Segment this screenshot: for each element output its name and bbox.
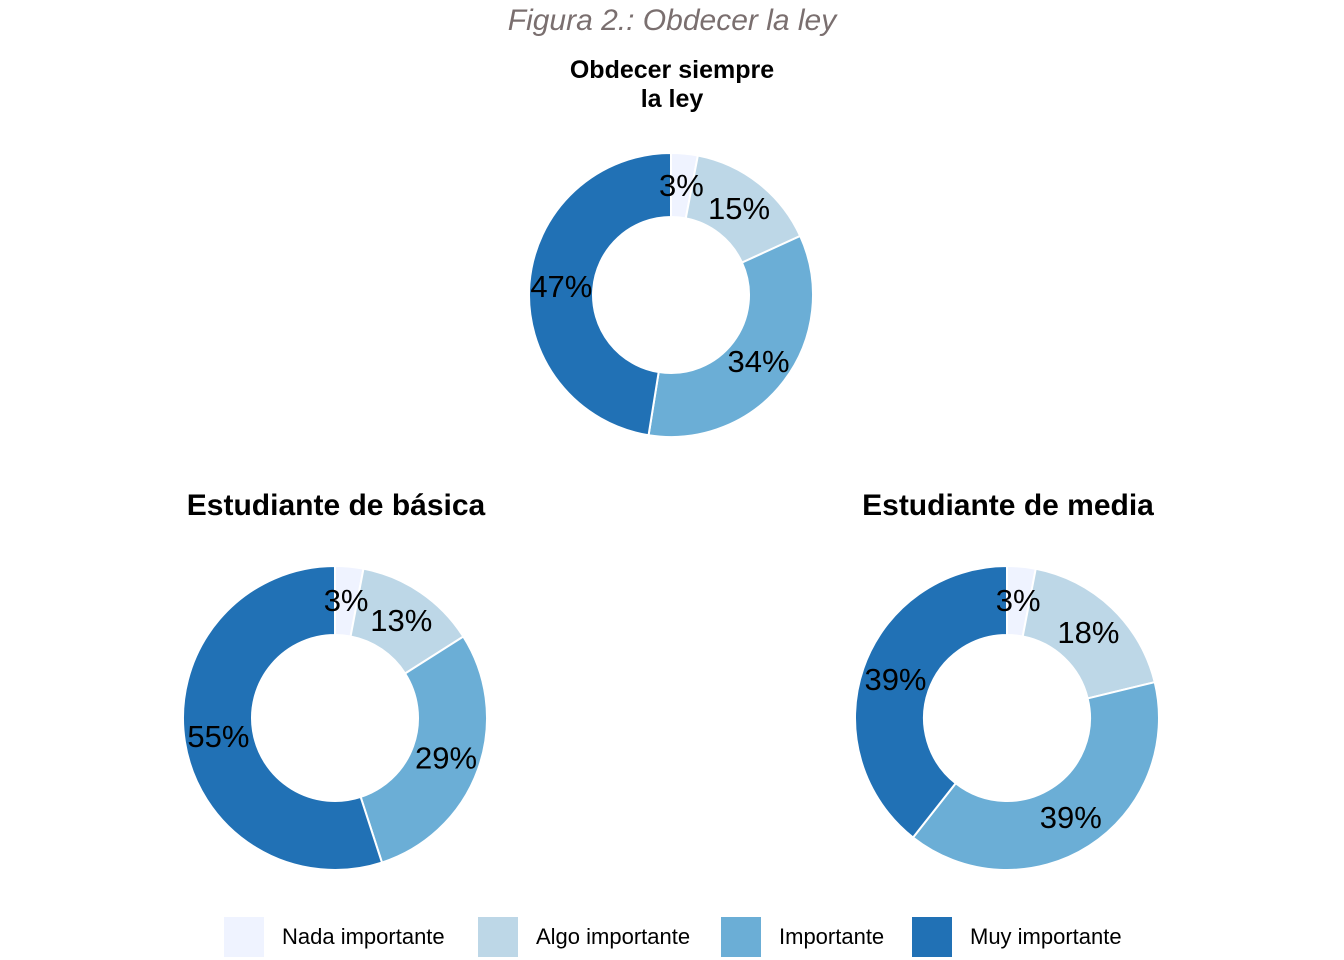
donut-3-slice-importante	[911, 680, 1160, 872]
donut-1-slice-importante	[647, 234, 814, 438]
donut-3-label-muy-importante: 39%	[864, 662, 926, 697]
donut-1-label-nada-importante: 3%	[659, 168, 704, 203]
donut-2-label-algo-importante: 13%	[370, 603, 432, 638]
donut-3-slice-muy-importante	[854, 564, 1008, 839]
donut-2-slice-muy-importante	[182, 564, 384, 871]
donut-3-label-algo-importante: 18%	[1057, 615, 1119, 650]
legend-item-nada-importante: Nada importante	[224, 916, 445, 958]
top-chart-title-line-1: Obdecer siempre	[569, 56, 775, 84]
legend-label-nada-importante: Nada importante	[282, 924, 445, 949]
legend-label-importante: Importante	[779, 924, 885, 949]
donut-1-label-muy-importante: 47%	[530, 269, 592, 304]
donut-2-slice-importante	[359, 635, 488, 864]
donut-1-slice-muy-importante	[528, 151, 672, 437]
donut-2-label-importante: 29%	[415, 740, 477, 775]
left-chart-title: Estudiante de básica	[186, 489, 486, 522]
top-chart-title-line-2: la ley	[640, 85, 704, 113]
donut-3-label-importante: 39%	[1040, 800, 1102, 835]
donut-1-label-algo-importante: 15%	[708, 191, 770, 226]
donut-charts: 3%15%34%47%3%13%29%55%3%18%39%39%	[182, 151, 1160, 872]
legend-swatch-muy-importante	[912, 917, 952, 957]
donut-3-label-nada-importante: 3%	[996, 583, 1041, 618]
donut-1-label-importante: 34%	[728, 344, 790, 379]
legend-swatch-importante	[721, 917, 761, 957]
top-chart-title: Obdecer siempre la ley	[472, 56, 872, 114]
legend: Nada importante Algo importante Importan…	[0, 916, 1344, 958]
figure-caption: Figura 2.: Obdecer la ley	[507, 4, 837, 37]
legend-item-importante: Importante	[721, 916, 884, 958]
right-chart-title: Estudiante de media	[862, 489, 1154, 522]
legend-item-muy-importante: Muy importante	[912, 916, 1122, 958]
legend-label-algo-importante: Algo importante	[536, 924, 691, 949]
legend-swatch-algo-importante	[478, 917, 518, 957]
donut-2-label-nada-importante: 3%	[324, 583, 369, 618]
legend-label-muy-importante: Muy importante	[970, 924, 1122, 949]
legend-swatch-nada-importante	[224, 917, 264, 957]
legend-item-algo-importante: Algo importante	[478, 916, 690, 958]
donut-2-label-muy-importante: 55%	[187, 719, 249, 754]
